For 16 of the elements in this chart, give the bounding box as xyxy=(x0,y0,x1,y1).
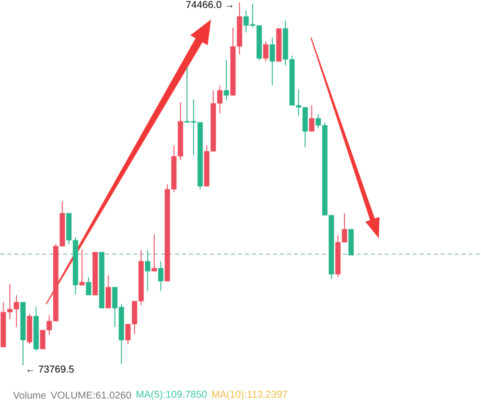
candlestick xyxy=(224,59,230,101)
text: ← 73769.5 xyxy=(28,366,74,373)
candlestick xyxy=(106,274,111,309)
candlestick xyxy=(145,250,150,292)
text: VOLUME:61.0260 xyxy=(50,392,132,399)
candlestick xyxy=(79,248,85,286)
candlestick xyxy=(309,105,314,132)
text: Volume xyxy=(13,392,46,399)
candlestick xyxy=(263,41,268,62)
candlestick xyxy=(152,234,157,272)
text: MA(5):109.7850 xyxy=(136,390,207,400)
candlestick xyxy=(86,276,92,296)
candlestick xyxy=(158,260,164,292)
annotation: 74466.0 → xyxy=(186,1,232,8)
candlestick xyxy=(270,37,275,86)
text: MA(10):113.2397 xyxy=(212,390,288,400)
